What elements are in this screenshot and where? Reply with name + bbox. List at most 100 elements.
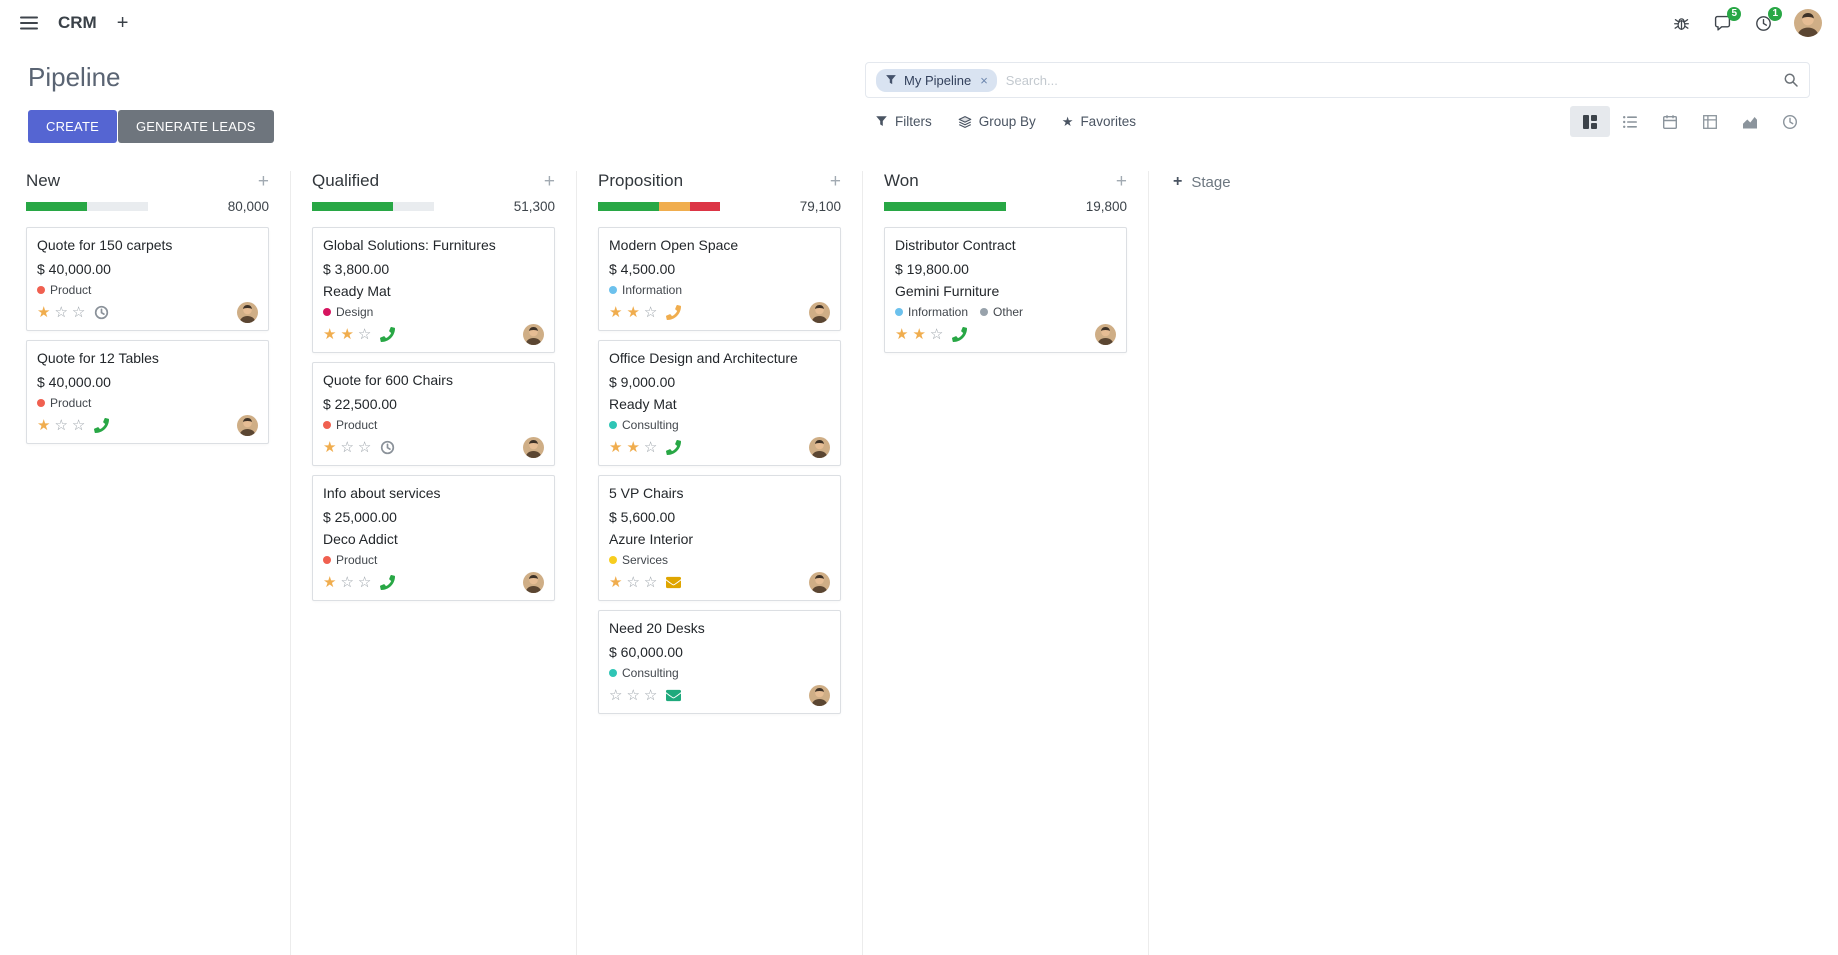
facet-remove-icon[interactable]: × [980, 72, 988, 88]
quick-add-card-button[interactable]: + [257, 170, 269, 192]
kanban-card[interactable]: Quote for 150 carpets $ 40,000.00 Produc… [26, 227, 269, 331]
stage-progressbar[interactable] [26, 202, 148, 211]
create-button[interactable]: CREATE [28, 110, 117, 143]
debug-icon[interactable] [1671, 13, 1692, 34]
stage-progressbar[interactable] [598, 202, 720, 211]
progress-segment[interactable] [689, 202, 720, 211]
kanban-card[interactable]: Distributor Contract $ 19,800.00 Gemini … [884, 227, 1127, 353]
salesperson-avatar[interactable] [809, 302, 830, 323]
kanban-card[interactable]: Modern Open Space $ 4,500.00 Information… [598, 227, 841, 331]
phone-activity-icon[interactable] [94, 417, 110, 433]
phone-activity-icon[interactable] [380, 326, 396, 342]
search-input[interactable] [1005, 72, 1774, 88]
priority-star-1[interactable]: ★ [37, 417, 51, 434]
priority-star-2[interactable]: ☆ [626, 687, 640, 704]
phone-activity-icon[interactable] [666, 304, 682, 320]
group-by-button[interactable]: Group By [948, 108, 1046, 135]
priority-star-1[interactable]: ★ [895, 326, 909, 343]
priority-star-1[interactable]: ☆ [609, 687, 623, 704]
phone-activity-icon[interactable] [380, 574, 396, 590]
priority-star-1[interactable]: ★ [323, 439, 337, 456]
priority-star-1[interactable]: ★ [609, 304, 623, 321]
progress-segment[interactable] [884, 202, 1006, 211]
activity-view-button[interactable] [1770, 106, 1810, 137]
plus-icon[interactable]: + [113, 9, 133, 37]
user-avatar[interactable] [1794, 9, 1822, 37]
priority-star-2[interactable]: ☆ [340, 574, 354, 591]
salesperson-avatar[interactable] [523, 324, 544, 345]
stage-name[interactable]: Won [884, 171, 919, 190]
priority-star-3[interactable]: ☆ [71, 417, 86, 434]
progress-segment[interactable] [26, 202, 87, 211]
salesperson-avatar[interactable] [1095, 324, 1116, 345]
messages-icon[interactable]: 5 [1712, 6, 1741, 34]
salesperson-avatar[interactable] [237, 302, 258, 323]
salesperson-avatar[interactable] [809, 685, 830, 706]
app-name[interactable]: CRM [58, 13, 97, 32]
stage-name[interactable]: New [26, 171, 61, 190]
phone-activity-icon[interactable] [666, 439, 682, 455]
kanban-card[interactable]: Office Design and Architecture $ 9,000.0… [598, 340, 841, 466]
priority-star-3[interactable]: ☆ [643, 439, 658, 456]
clock-activity-icon[interactable] [380, 440, 395, 455]
salesperson-avatar[interactable] [523, 572, 544, 593]
priority-star-2[interactable]: ☆ [626, 574, 640, 591]
priority-star-2[interactable]: ☆ [54, 304, 68, 321]
pivot-view-button[interactable] [1690, 106, 1730, 137]
apps-menu-icon[interactable] [16, 12, 42, 34]
kanban-card[interactable]: Quote for 12 Tables $ 40,000.00 Product … [26, 340, 269, 444]
priority-star-3[interactable]: ☆ [357, 439, 372, 456]
salesperson-avatar[interactable] [237, 415, 258, 436]
progress-segment[interactable] [312, 202, 393, 211]
kanban-card[interactable]: Need 20 Desks $ 60,000.00 Consulting ☆ ☆ ☆ [598, 610, 841, 714]
quick-add-card-button[interactable]: + [829, 170, 841, 192]
search-icon[interactable] [1783, 72, 1799, 88]
priority-star-1[interactable]: ★ [37, 304, 51, 321]
favorites-button[interactable]: ★ Favorites [1052, 108, 1146, 135]
priority-star-3[interactable]: ☆ [357, 574, 372, 591]
kanban-card[interactable]: Info about services $ 25,000.00 Deco Add… [312, 475, 555, 601]
priority-star-1[interactable]: ★ [609, 574, 623, 591]
priority-star-3[interactable]: ☆ [357, 326, 372, 343]
envelope-activity-icon[interactable] [666, 688, 682, 703]
envelope-activity-icon[interactable] [666, 575, 682, 590]
activities-icon[interactable]: 1 [1753, 6, 1782, 34]
calendar-view-button[interactable] [1650, 106, 1690, 137]
priority-star-2[interactable]: ☆ [340, 439, 354, 456]
kanban-card[interactable]: Quote for 600 Chairs $ 22,500.00 Product… [312, 362, 555, 466]
search-facet[interactable]: My Pipeline × [876, 68, 997, 92]
generate-leads-button[interactable]: GENERATE LEADS [117, 110, 274, 143]
filters-button[interactable]: Filters [865, 108, 942, 135]
priority-star-2[interactable]: ☆ [54, 417, 68, 434]
progress-segment[interactable] [598, 202, 659, 211]
kanban-card[interactable]: Global Solutions: Furnitures $ 3,800.00 … [312, 227, 555, 353]
stage-name[interactable]: Proposition [598, 171, 684, 190]
progress-segment[interactable] [659, 202, 690, 211]
stage-name[interactable]: Qualified [312, 171, 380, 190]
salesperson-avatar[interactable] [809, 572, 830, 593]
stage-progressbar[interactable] [884, 202, 1006, 211]
search-bar[interactable]: My Pipeline × [865, 62, 1810, 98]
salesperson-avatar[interactable] [523, 437, 544, 458]
phone-activity-icon[interactable] [952, 326, 968, 342]
priority-star-1[interactable]: ★ [609, 439, 623, 456]
priority-star-2[interactable]: ★ [340, 326, 354, 343]
stage-progressbar[interactable] [312, 202, 434, 211]
salesperson-avatar[interactable] [809, 437, 830, 458]
kanban-card[interactable]: 5 VP Chairs $ 5,600.00 Azure Interior Se… [598, 475, 841, 601]
quick-add-card-button[interactable]: + [1115, 170, 1127, 192]
list-view-button[interactable] [1610, 106, 1650, 137]
priority-star-3[interactable]: ☆ [643, 304, 658, 321]
clock-activity-icon[interactable] [94, 305, 109, 320]
priority-star-2[interactable]: ★ [912, 326, 926, 343]
add-stage-button[interactable]: + Stage [1173, 173, 1231, 191]
priority-star-1[interactable]: ★ [323, 574, 337, 591]
priority-star-3[interactable]: ☆ [929, 326, 944, 343]
priority-star-3[interactable]: ☆ [643, 687, 658, 704]
priority-star-3[interactable]: ☆ [643, 574, 658, 591]
priority-star-1[interactable]: ★ [323, 326, 337, 343]
kanban-view-button[interactable] [1570, 106, 1610, 137]
graph-view-button[interactable] [1730, 106, 1770, 137]
priority-star-3[interactable]: ☆ [71, 304, 86, 321]
priority-star-2[interactable]: ★ [626, 304, 640, 321]
